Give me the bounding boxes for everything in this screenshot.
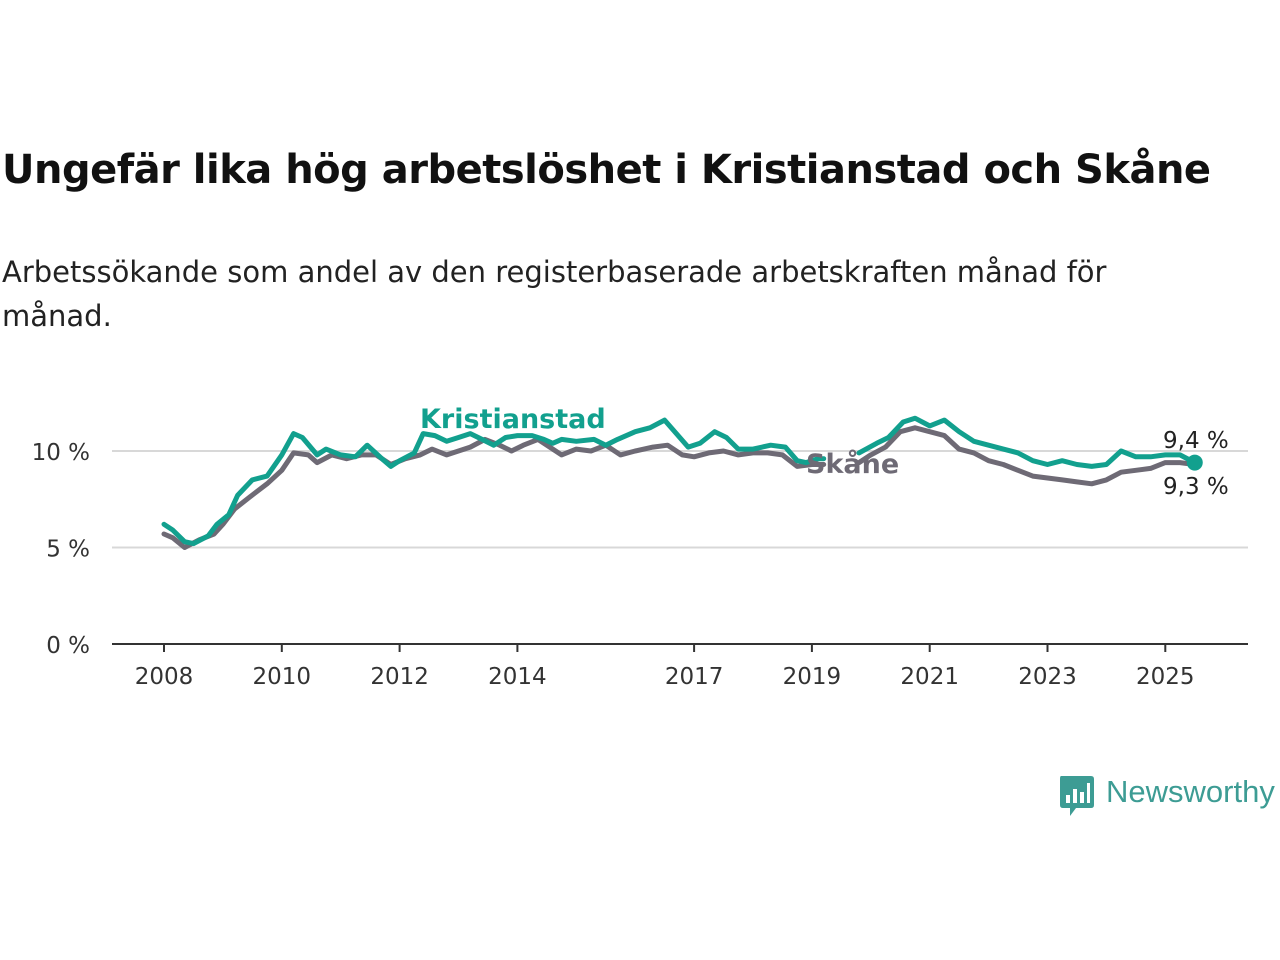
bar-chart-logo-icon	[1060, 776, 1094, 816]
newsworthy-logo: Newsworthy	[1058, 772, 1280, 820]
x-tick-label: 2019	[783, 664, 842, 690]
chart-title: Ungefär lika hög arbetslöshet i Kristian…	[2, 147, 1211, 193]
x-tick-label: 2021	[900, 664, 959, 690]
x-tick-label: 2010	[253, 664, 312, 690]
series-labels: Kristianstad Skåne 9,4 % 9,3 %	[420, 404, 1229, 500]
x-tick-label: 2023	[1018, 664, 1077, 690]
series-label-skane: Skåne	[806, 448, 899, 480]
x-tick-label: 2012	[370, 664, 429, 690]
series-line-skane	[161, 436, 827, 550]
y-axis-tick-labels: 0 % 5 % 10 %	[32, 440, 90, 659]
x-tick-label: 2008	[135, 664, 194, 690]
y-tick-label: 0 %	[46, 633, 90, 659]
x-tick-label: 2017	[665, 664, 724, 690]
line-chart: 0 %5 %10 % 2008 2010 2012 2014 2017 2019 2021 2…	[32, 404, 1248, 690]
y-tick-label: 5 %	[46, 537, 90, 563]
end-value-label-skane: 9,3 %	[1163, 474, 1229, 500]
x-axis: 2008 2010 2012 2014 2017 2019 2021 2023 2025	[112, 643, 1248, 690]
x-tick-label: 2025	[1136, 664, 1195, 690]
brand-name: Newsworthy	[1106, 774, 1275, 809]
series-label-kristianstad: Kristianstad	[420, 404, 606, 435]
series-line-skane	[856, 425, 1198, 487]
end-point-marker	[1186, 454, 1203, 471]
end-value-label-kristianstad: 9,4 %	[1163, 428, 1229, 454]
series-line-kristianstad	[161, 417, 827, 547]
y-tick-label: 10 %	[32, 440, 90, 466]
chart-subtitle: Arbetssökande som andel av den registerb…	[2, 255, 1107, 333]
series-lines	[161, 415, 1203, 550]
series-line-kristianstad	[856, 415, 1198, 469]
x-tick-label: 2014	[488, 664, 547, 690]
